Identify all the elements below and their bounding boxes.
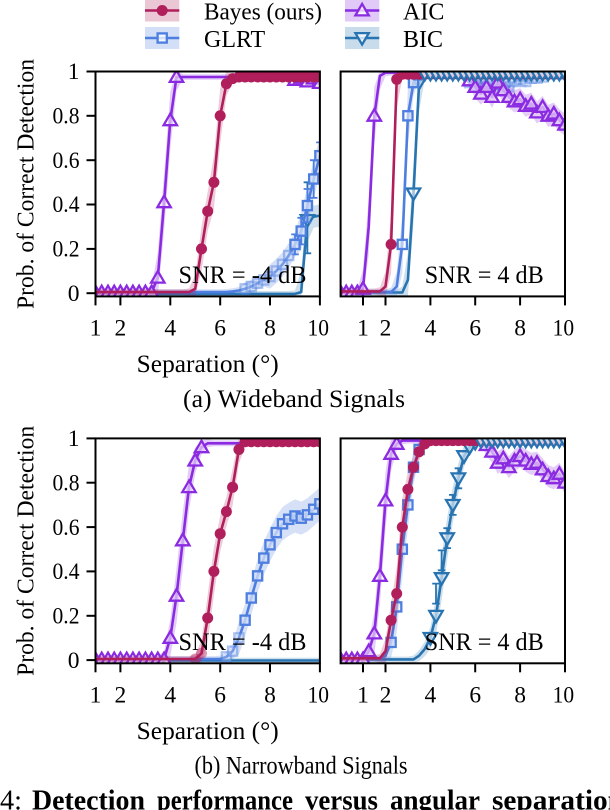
svg-text:2: 2 — [380, 316, 392, 342]
svg-text:10: 10 — [308, 316, 330, 342]
svg-text:0.4: 0.4 — [53, 192, 80, 218]
svg-text:Separation (°): Separation (°) — [137, 718, 279, 745]
svg-text:4:: 4: — [0, 785, 22, 810]
svg-text:8: 8 — [514, 316, 526, 342]
svg-text:2: 2 — [380, 682, 392, 708]
svg-text:versus: versus — [305, 785, 378, 810]
svg-text:Prob. of Correct Detection: Prob. of Correct Detection — [14, 426, 40, 676]
svg-text:6: 6 — [214, 682, 226, 708]
svg-text:SNR = 4 dB: SNR = 4 dB — [425, 262, 544, 289]
svg-text:10: 10 — [553, 682, 575, 708]
svg-text:8: 8 — [264, 316, 276, 342]
svg-text:4: 4 — [164, 316, 176, 342]
svg-text:0.8: 0.8 — [53, 104, 80, 130]
svg-text:1: 1 — [90, 316, 102, 342]
svg-text:6: 6 — [469, 316, 481, 342]
svg-text:0: 0 — [68, 648, 80, 674]
svg-text:1: 1 — [90, 682, 102, 708]
svg-text:separation: separation — [492, 785, 610, 810]
svg-text:(b) Narrowband Signals: (b) Narrowband Signals — [195, 753, 408, 780]
svg-text:BIC: BIC — [403, 27, 443, 53]
svg-text:6: 6 — [214, 316, 226, 342]
svg-text:8: 8 — [514, 682, 526, 708]
svg-text:0.6: 0.6 — [53, 148, 80, 174]
svg-text:0.2: 0.2 — [53, 237, 80, 263]
svg-text:0.6: 0.6 — [53, 515, 80, 541]
svg-text:1: 1 — [68, 59, 80, 85]
svg-text:8: 8 — [264, 682, 276, 708]
svg-text:Detection: Detection — [32, 785, 145, 810]
svg-text:6: 6 — [469, 682, 481, 708]
svg-text:performance: performance — [157, 785, 293, 810]
svg-text:AIC: AIC — [403, 0, 444, 26]
svg-text:angular: angular — [390, 785, 480, 810]
svg-text:1: 1 — [357, 682, 369, 708]
svg-text:GLRT: GLRT — [204, 27, 266, 53]
svg-text:SNR = -4 dB: SNR = -4 dB — [179, 262, 307, 289]
svg-text:0.2: 0.2 — [53, 603, 80, 629]
svg-text:10: 10 — [553, 316, 575, 342]
svg-text:0.8: 0.8 — [53, 470, 80, 496]
svg-text:4: 4 — [164, 682, 176, 708]
svg-text:4: 4 — [424, 682, 436, 708]
svg-text:Separation (°): Separation (°) — [137, 351, 279, 378]
svg-text:0.4: 0.4 — [53, 559, 80, 585]
svg-text:Prob. of Correct Detection: Prob. of Correct Detection — [14, 59, 40, 309]
svg-text:Bayes (ours): Bayes (ours) — [204, 0, 322, 26]
svg-text:4: 4 — [424, 316, 436, 342]
svg-text:0: 0 — [68, 281, 80, 307]
svg-text:SNR = -4 dB: SNR = -4 dB — [179, 629, 307, 656]
svg-text:(a) Wideband Signals: (a) Wideband Signals — [183, 386, 405, 413]
svg-text:10: 10 — [308, 682, 330, 708]
svg-text:1: 1 — [357, 316, 369, 342]
svg-text:2: 2 — [115, 682, 127, 708]
svg-text:2: 2 — [115, 316, 127, 342]
svg-text:SNR = 4 dB: SNR = 4 dB — [425, 629, 544, 656]
svg-text:1: 1 — [68, 426, 80, 452]
